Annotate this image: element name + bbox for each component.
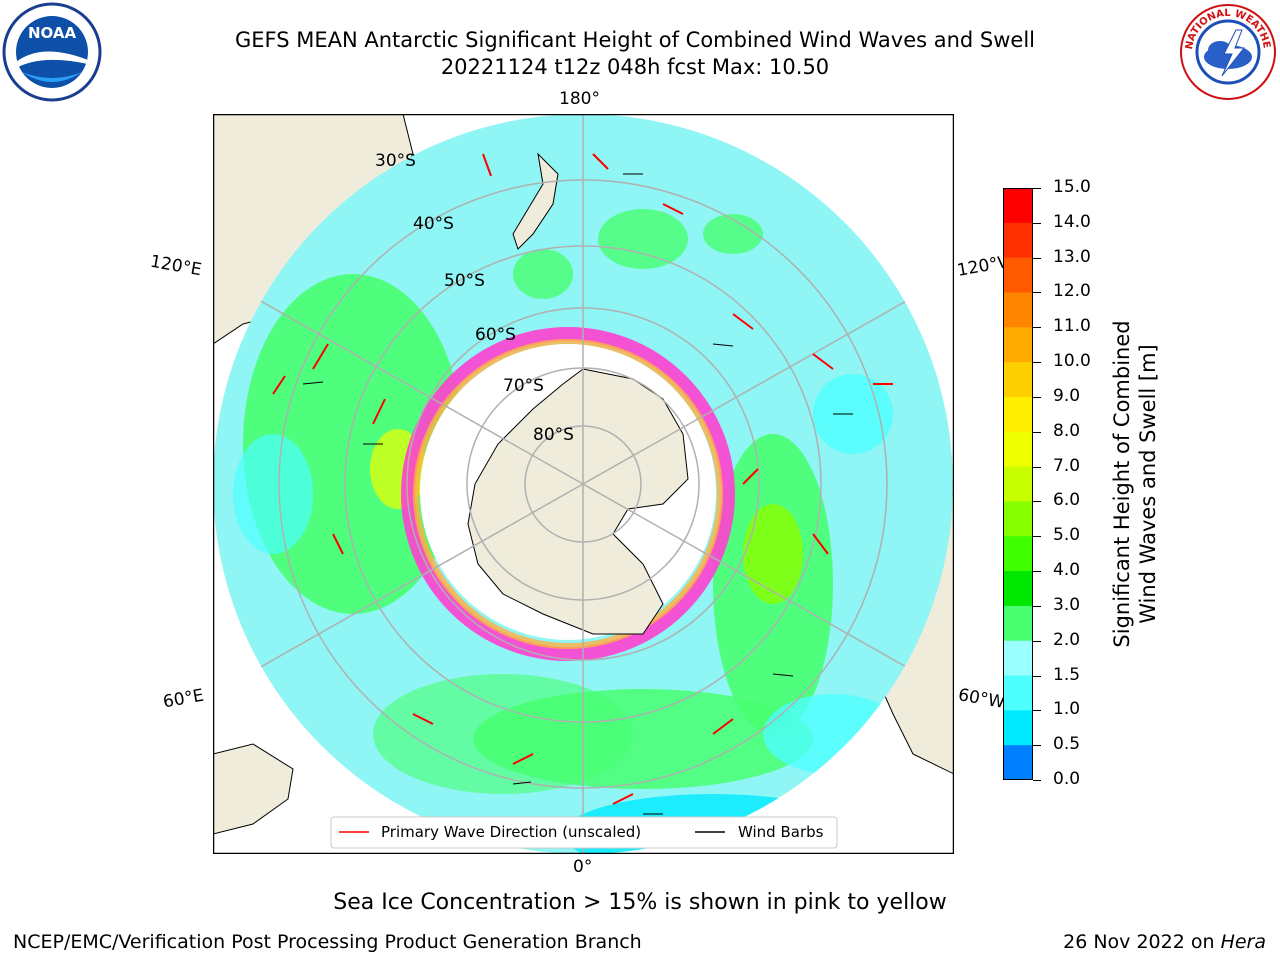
colorbar-tick-mark bbox=[1033, 710, 1041, 712]
colorbar bbox=[1003, 188, 1033, 780]
colorbar-tick-label: 1.0 bbox=[1053, 699, 1081, 720]
colorbar-segment bbox=[1003, 745, 1033, 780]
nws-logo: NATIONAL WEATHER SERVICE bbox=[1178, 2, 1276, 100]
colorbar-tick-label: 15.0 bbox=[1053, 177, 1091, 197]
colorbar-segment bbox=[1003, 675, 1033, 711]
colorbar-tick-label: 3.0 bbox=[1053, 594, 1081, 615]
new-zealand-land bbox=[512, 152, 559, 250]
colorbar-tick-mark bbox=[1033, 675, 1041, 677]
lat-label: 40°S bbox=[413, 214, 454, 234]
lat-label: 50°S bbox=[444, 271, 485, 291]
colorbar-tick-label: 5.0 bbox=[1053, 525, 1081, 546]
colorbar-tick-label: 10.0 bbox=[1053, 351, 1091, 372]
colorbar-segment bbox=[1003, 362, 1033, 398]
antarctica-land bbox=[467, 368, 689, 635]
colorbar-label: Significant Height of Combined Wind Wave… bbox=[1110, 320, 1160, 647]
colorbar-segment bbox=[1003, 501, 1033, 537]
colorbar-segment bbox=[1003, 222, 1033, 259]
colorbar-tick-label: 14.0 bbox=[1053, 211, 1091, 232]
lat-label: 70°S bbox=[503, 376, 544, 396]
colorbar-tick-mark bbox=[1033, 605, 1041, 607]
colorbar-segment bbox=[1003, 640, 1033, 677]
colorbar-segment bbox=[1003, 710, 1033, 746]
legend-barb-label: Wind Barbs bbox=[738, 823, 824, 841]
colorbar-segment bbox=[1003, 396, 1033, 433]
colorbar-tick-label: 4.0 bbox=[1053, 560, 1081, 581]
colorbar-tick-label: 0.5 bbox=[1053, 734, 1081, 755]
lon-label-60w: 60°W bbox=[956, 685, 1007, 713]
colorbar-segment bbox=[1003, 605, 1033, 642]
colorbar-label-line1: Significant Height of Combined bbox=[1110, 320, 1134, 647]
chart-title: GEFS MEAN Antarctic Significant Height o… bbox=[234, 28, 1036, 52]
lon-label-0: 0° bbox=[573, 857, 593, 877]
wave-arrows bbox=[272, 153, 893, 805]
colorbar-tick-label: 0.0 bbox=[1053, 769, 1081, 789]
colorbar-tick-mark bbox=[1033, 780, 1041, 781]
colorbar-tick-mark bbox=[1033, 466, 1041, 468]
footer-date: 26 Nov 2022 on Hera bbox=[1063, 931, 1266, 953]
colorbar-segment bbox=[1003, 327, 1033, 363]
colorbar-tick-mark bbox=[1033, 222, 1041, 224]
lon-label-60e: 60°E bbox=[161, 685, 206, 713]
legend-wave-label: Primary Wave Direction (unscaled) bbox=[381, 823, 641, 841]
colorbar-label-line2: Wind Waves and Swell [m] bbox=[1136, 344, 1160, 624]
colorbar-tick-label: 6.0 bbox=[1053, 490, 1081, 511]
colorbar-tick-mark bbox=[1033, 257, 1041, 259]
polar-map: 30°S 40°S 50°S 60°S 70°S 80°S Primary Wa… bbox=[213, 114, 954, 854]
colorbar-border bbox=[1003, 188, 1033, 780]
colorbar-tick-label: 1.5 bbox=[1053, 664, 1081, 685]
colorbar-tick-mark bbox=[1033, 396, 1041, 398]
colorbar-tick-mark bbox=[1033, 431, 1041, 433]
colorbar-tick-label: 9.0 bbox=[1053, 385, 1081, 406]
colorbar-tick-mark bbox=[1033, 188, 1041, 189]
colorbar-segment bbox=[1003, 188, 1033, 224]
colorbar-segment bbox=[1003, 257, 1033, 293]
africa-land bbox=[213, 743, 294, 835]
lat-label: 80°S bbox=[533, 425, 574, 445]
wind-barbs bbox=[302, 173, 853, 815]
colorbar-segment bbox=[1003, 466, 1033, 502]
colorbar-tick-label: 8.0 bbox=[1053, 420, 1081, 441]
noaa-logo: NOAA bbox=[2, 2, 102, 102]
footer-date-text: 26 Nov 2022 on bbox=[1063, 931, 1221, 953]
lon-label-180: 180° bbox=[559, 89, 600, 109]
colorbar-tick-mark bbox=[1033, 640, 1041, 642]
colorbar-segment bbox=[1003, 571, 1033, 607]
colorbar-tick-mark bbox=[1033, 327, 1041, 329]
map-legend: Primary Wave Direction (unscaled) Wind B… bbox=[330, 816, 838, 849]
colorbar-tick-label: 12.0 bbox=[1053, 281, 1091, 302]
lat-label: 60°S bbox=[475, 325, 516, 345]
chart-subtitle: 20221124 t12z 048h fcst Max: 10.50 bbox=[440, 55, 830, 79]
colorbar-tick-mark bbox=[1033, 501, 1041, 503]
lat-label: 30°S bbox=[375, 151, 416, 171]
colorbar-tick-label: 2.0 bbox=[1053, 629, 1081, 650]
sea-ice-note: Sea Ice Concentration > 15% is shown in … bbox=[333, 890, 947, 915]
colorbar-tick-mark bbox=[1033, 362, 1041, 364]
colorbar-tick-label: 7.0 bbox=[1053, 455, 1081, 476]
footer-credit: NCEP/EMC/Verification Post Processing Pr… bbox=[13, 931, 642, 953]
lon-label-120e: 120°E bbox=[148, 251, 204, 281]
colorbar-segment bbox=[1003, 536, 1033, 572]
colorbar-segment bbox=[1003, 292, 1033, 328]
colorbar-tick-mark bbox=[1033, 745, 1041, 747]
footer-host: Hera bbox=[1220, 931, 1266, 953]
colorbar-segment bbox=[1003, 431, 1033, 468]
colorbar-tick-label: 13.0 bbox=[1053, 246, 1091, 267]
colorbar-tick-mark bbox=[1033, 571, 1041, 573]
longitude-lines bbox=[213, 114, 953, 854]
colorbar-tick-label: 11.0 bbox=[1053, 316, 1091, 337]
noaa-logo-text: NOAA bbox=[28, 24, 77, 42]
colorbar-tick-mark bbox=[1033, 292, 1041, 294]
colorbar-tick-mark bbox=[1033, 536, 1041, 538]
